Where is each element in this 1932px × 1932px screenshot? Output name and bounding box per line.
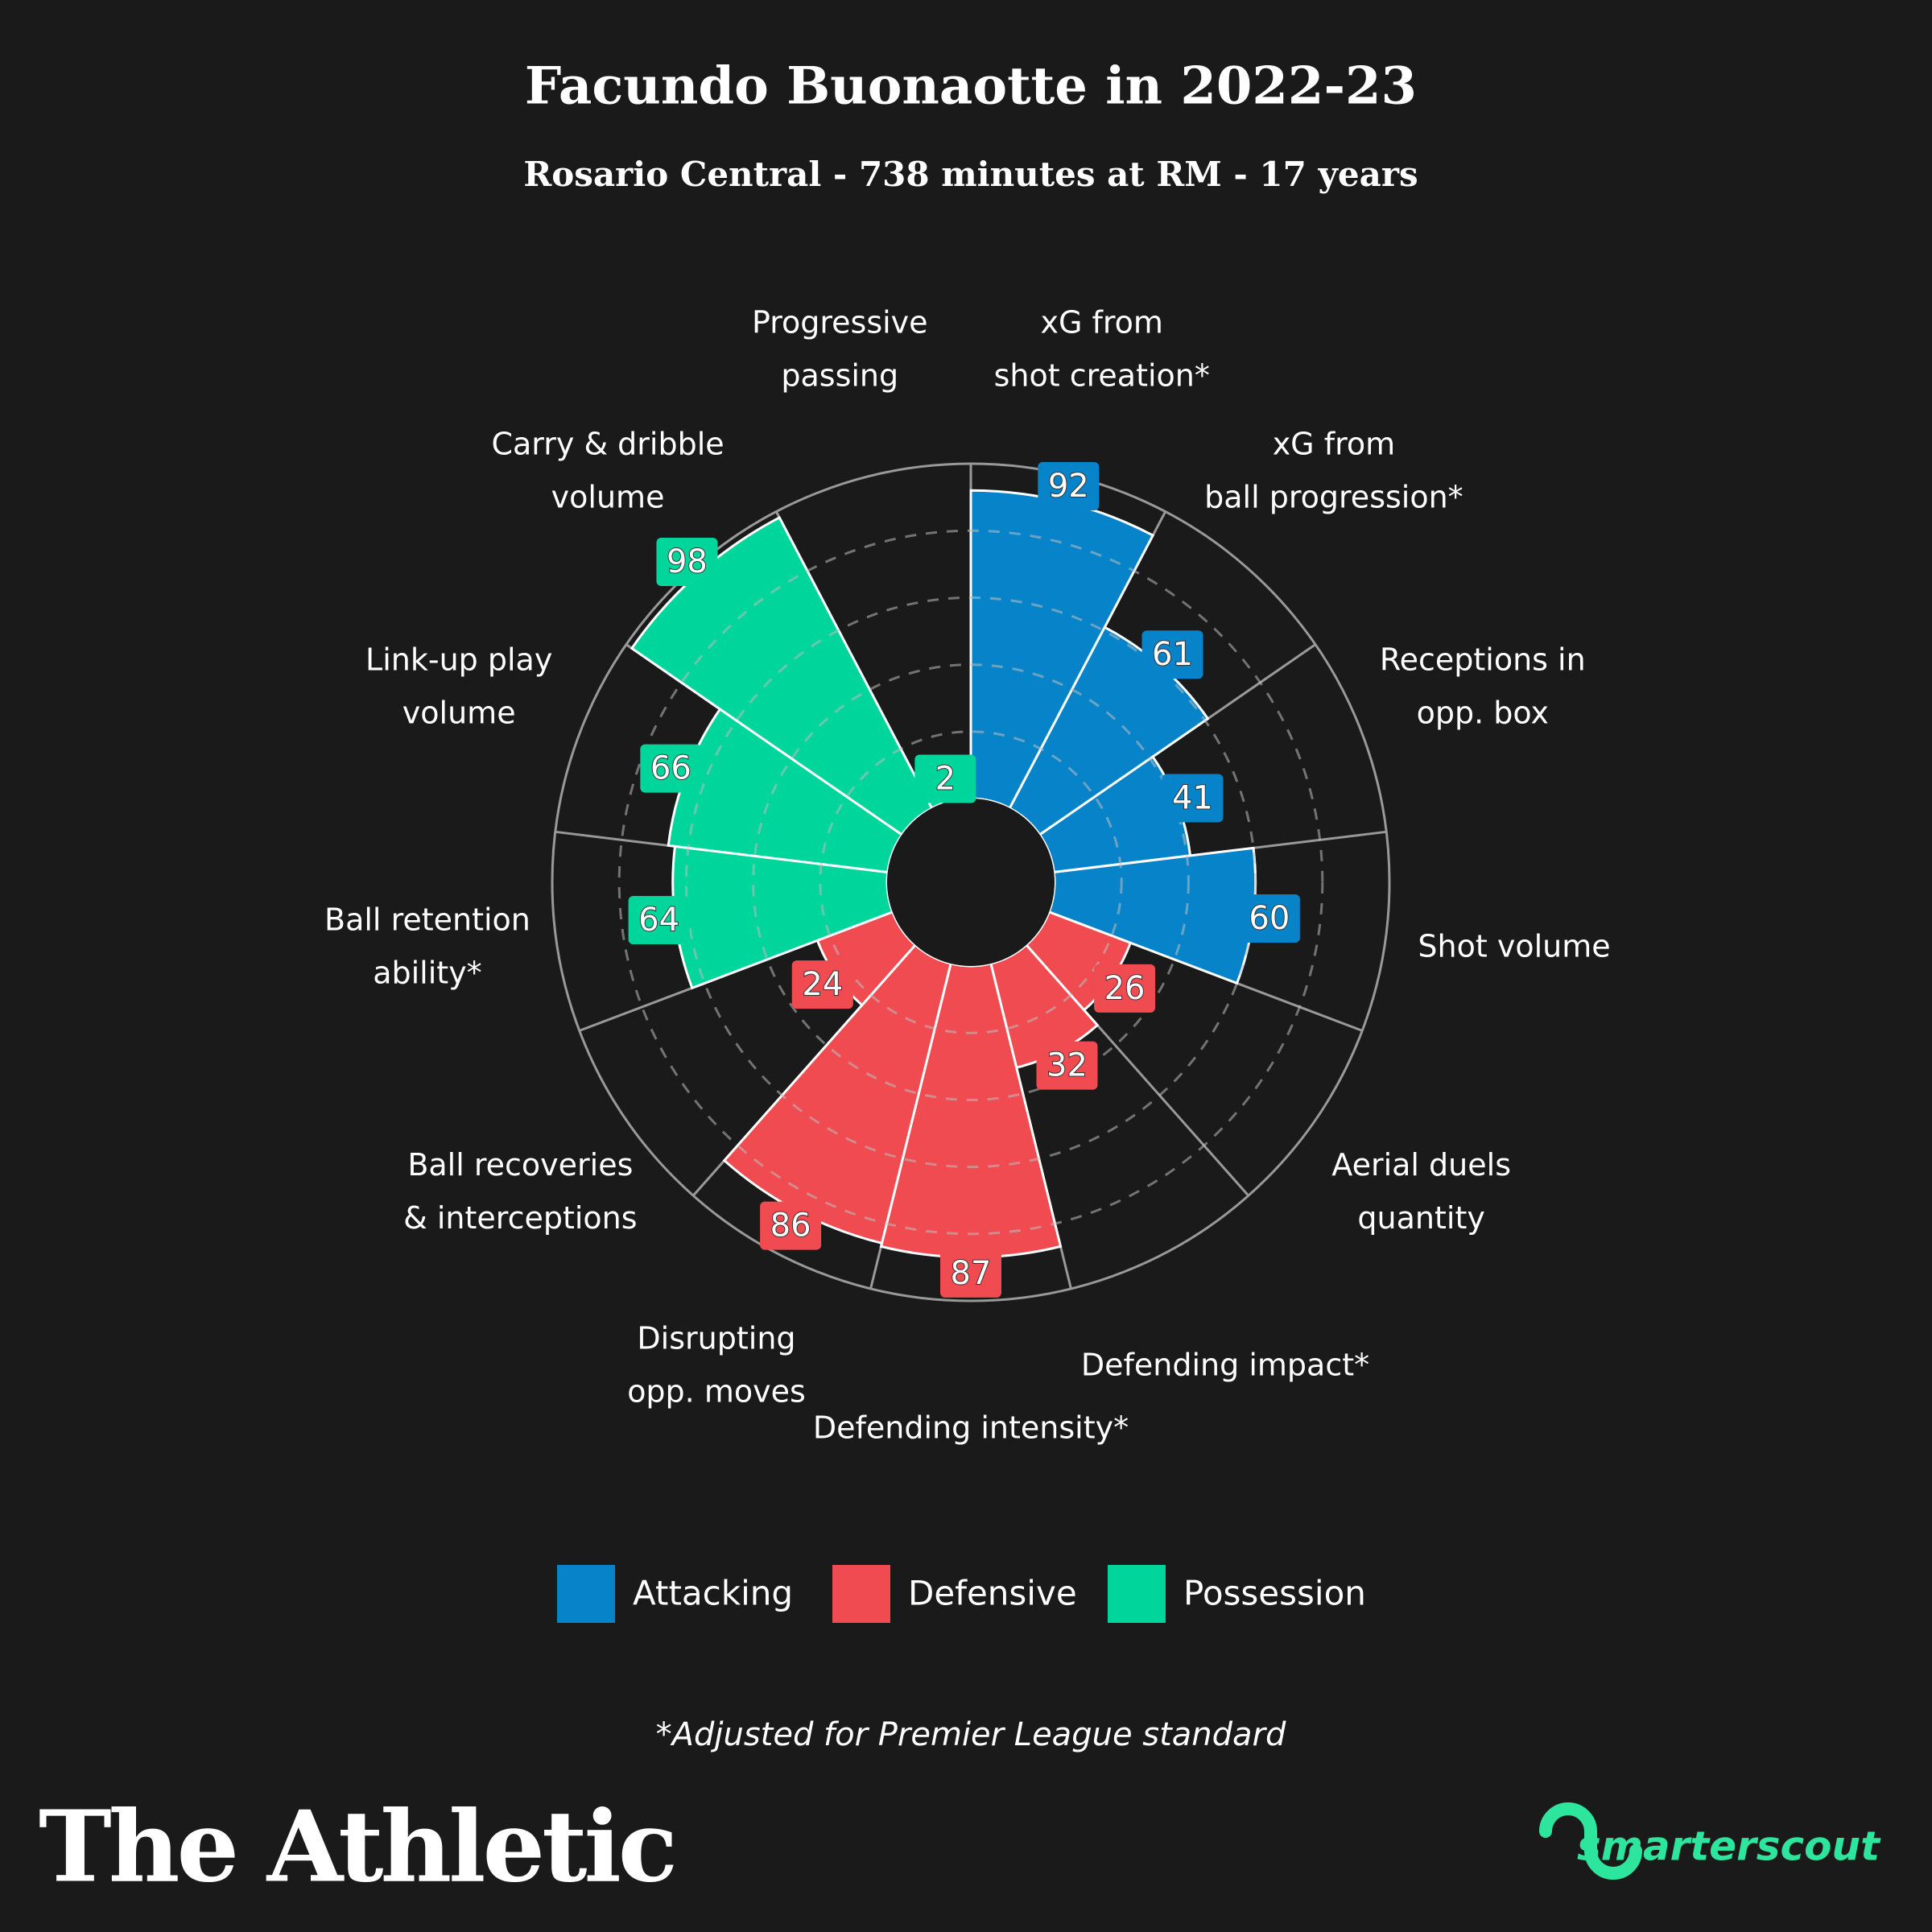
value-label: 98 <box>667 543 708 580</box>
category-label: Disrupting <box>637 1321 795 1356</box>
value-label-box <box>656 538 718 587</box>
value-label: 64 <box>638 902 679 939</box>
grid-ring <box>819 730 1123 1034</box>
category-label: & interceptions <box>403 1200 637 1236</box>
legend-swatch <box>832 1565 890 1623</box>
chart-title: Facundo Buonaotte in 2022-23 <box>525 56 1417 117</box>
category-label: ability* <box>373 955 481 990</box>
chart-subtitle: Rosario Central - 738 minutes at RM - 17… <box>523 155 1418 194</box>
category-label: Receptions in <box>1380 642 1586 677</box>
category-label: Defending impact* <box>1081 1348 1369 1383</box>
value-label-box <box>760 1201 822 1250</box>
category-label: Ball retention <box>324 902 530 937</box>
category-label: opp. box <box>1417 695 1549 730</box>
value-label: 92 <box>1048 468 1089 505</box>
value-label-box <box>791 960 853 1009</box>
value-label: 66 <box>650 750 691 787</box>
value-label-box <box>628 896 690 945</box>
category-label: xG from <box>1041 304 1163 340</box>
value-label-box <box>1094 964 1156 1013</box>
category-label: opp. moves <box>627 1374 806 1410</box>
category-label: volume <box>551 480 665 515</box>
category-label: passing <box>781 357 898 393</box>
category-label: Shot volume <box>1418 928 1610 964</box>
legend-swatch <box>557 1565 615 1623</box>
value-label: 24 <box>802 966 843 1003</box>
category-label: Carry & dribble <box>491 427 724 462</box>
center-hole <box>887 799 1055 966</box>
value-label-box <box>940 1249 1001 1298</box>
value-label: 60 <box>1249 900 1290 937</box>
category-label: xG from <box>1273 427 1395 462</box>
source-icon <box>1539 1802 1642 1880</box>
category-label: quantity <box>1357 1200 1484 1236</box>
footnote: *Adjusted for Premier League standard <box>656 1716 1286 1753</box>
value-label: 2 <box>935 761 956 798</box>
category-label: Progressive <box>752 304 928 340</box>
value-label: 41 <box>1172 780 1213 817</box>
legend-swatch <box>1108 1565 1166 1623</box>
source-name: smarterscout <box>1577 1823 1881 1870</box>
category-label: Aerial duels <box>1331 1147 1511 1183</box>
value-label-box <box>1141 630 1203 679</box>
legend-label: Attacking <box>633 1574 793 1613</box>
value-label: 26 <box>1104 970 1146 1007</box>
value-label: 61 <box>1152 636 1193 673</box>
value-label-box <box>914 754 976 803</box>
source-logo: smarterscout <box>1539 1802 1881 1880</box>
category-label: Defending intensity* <box>813 1410 1129 1446</box>
value-label: 32 <box>1046 1047 1088 1084</box>
grid-ring <box>617 529 1324 1236</box>
value-label-box <box>1038 462 1100 511</box>
value-label-box <box>1162 774 1224 823</box>
grid-ring <box>752 663 1190 1101</box>
value-label-box <box>1036 1041 1098 1090</box>
value-label-box <box>1238 894 1300 943</box>
category-label: shot creation* <box>994 357 1210 393</box>
category-label: Ball recoveries <box>407 1147 633 1183</box>
category-label: volume <box>402 695 516 730</box>
value-label-box <box>640 744 702 793</box>
publisher-logo: The Athletic <box>39 1789 675 1905</box>
legend-label: Defensive <box>908 1574 1077 1613</box>
value-label: 86 <box>770 1208 811 1245</box>
category-label: ball progression* <box>1204 480 1463 515</box>
value-label: 87 <box>951 1255 992 1292</box>
legend-label: Possession <box>1183 1574 1366 1613</box>
grid-ring <box>684 596 1257 1169</box>
category-label: Link-up play <box>365 642 552 677</box>
